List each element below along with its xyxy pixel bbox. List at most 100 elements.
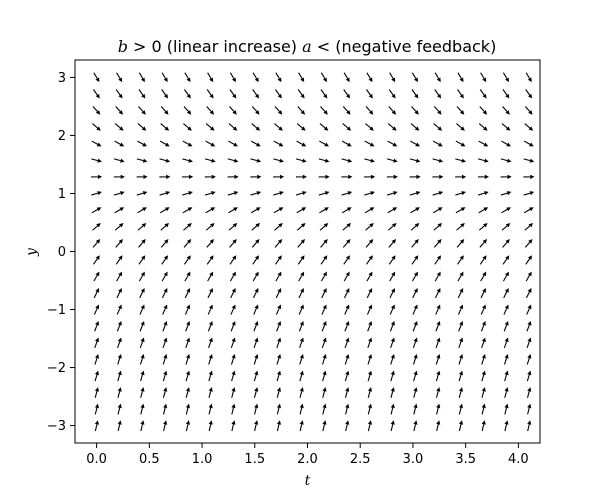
arrow-head	[301, 207, 307, 212]
field-arrow	[231, 420, 236, 432]
field-arrow	[116, 72, 123, 83]
arrow-head	[504, 354, 509, 359]
arrow-shaft	[116, 291, 121, 299]
arrow-head	[165, 191, 171, 196]
field-arrow	[342, 223, 352, 231]
y-tick-label: −1	[47, 303, 66, 318]
field-arrow	[501, 140, 511, 147]
field-arrow	[183, 223, 192, 231]
arrow-head	[94, 370, 99, 376]
field-arrow	[295, 174, 307, 179]
arrow-shaft	[276, 341, 280, 349]
arrow-shaft	[366, 89, 371, 96]
field-arrow	[527, 403, 532, 415]
arrow-head	[504, 420, 509, 425]
field-arrow	[117, 370, 122, 382]
arrow-head	[231, 288, 236, 293]
arrow-head	[390, 337, 395, 343]
arrow-shaft	[253, 374, 257, 382]
arrow-shaft	[320, 241, 326, 248]
field-arrow	[298, 72, 305, 83]
arrow-head	[528, 126, 534, 131]
arrow-head	[140, 387, 145, 392]
field-arrow	[413, 387, 418, 398]
arrow-head	[186, 288, 191, 293]
arrow-shaft	[457, 291, 462, 299]
arrow-shaft	[228, 208, 235, 214]
arrow-head	[95, 288, 100, 293]
arrow-head	[299, 387, 304, 392]
arrow-head	[437, 110, 442, 115]
arrow-shaft	[228, 225, 235, 231]
field-arrow	[367, 420, 372, 432]
arrow-shaft	[322, 424, 325, 432]
field-arrow	[163, 403, 168, 415]
arrow-head	[164, 110, 169, 115]
field-arrow	[182, 174, 194, 179]
arrow-head	[299, 370, 304, 376]
x-tick-label: 0.0	[86, 452, 107, 467]
arrow-shaft	[229, 106, 235, 112]
arrow-shaft	[367, 424, 371, 432]
arrow-shaft	[138, 258, 144, 265]
field-arrow	[207, 288, 213, 299]
arrow-head	[323, 126, 329, 131]
arrow-head	[347, 158, 353, 163]
arrow-head	[119, 142, 125, 147]
field-arrow	[276, 420, 281, 432]
arrow-head	[96, 126, 101, 131]
arrow-shaft	[251, 123, 258, 129]
field-arrow	[115, 255, 123, 265]
arrow-head	[186, 239, 192, 244]
field-arrow	[481, 337, 486, 349]
arrow-head	[233, 158, 239, 163]
field-arrow	[342, 123, 352, 131]
title-part: b	[118, 37, 128, 56]
arrow-shaft	[140, 374, 144, 382]
arrow-head	[254, 93, 260, 99]
arrow-head	[185, 403, 190, 409]
arrow-head	[483, 142, 489, 147]
arrow-shaft	[136, 192, 144, 196]
field-arrow	[182, 191, 193, 196]
field-arrow	[322, 403, 327, 415]
field-arrow	[228, 140, 238, 147]
arrow-head	[322, 387, 327, 392]
arrow-head	[504, 403, 509, 409]
arrow-head	[117, 320, 122, 326]
field-arrow	[205, 140, 216, 147]
arrow-head	[527, 403, 532, 409]
arrow-head	[300, 77, 305, 83]
arrow-head	[117, 403, 122, 409]
field-arrow	[184, 271, 191, 282]
field-arrow	[204, 191, 216, 196]
field-arrow	[319, 223, 329, 231]
arrow-head	[459, 239, 465, 244]
field-arrow	[114, 123, 124, 131]
arrow-shaft	[91, 140, 99, 145]
arrow-head	[390, 420, 395, 425]
arrow-head	[323, 255, 328, 260]
field-arrow	[319, 123, 329, 131]
arrow-head	[368, 370, 373, 376]
field-arrow	[276, 387, 282, 398]
arrow-head	[322, 370, 327, 376]
arrow-shaft	[412, 357, 417, 365]
arrow-head	[529, 142, 534, 147]
arrow-head	[391, 304, 395, 310]
arrow-head	[459, 354, 464, 359]
field-arrow	[503, 304, 509, 315]
field-arrow	[342, 106, 351, 115]
field-arrow	[139, 320, 145, 332]
arrow-shaft	[160, 225, 167, 231]
field-arrow	[322, 387, 327, 398]
arrow-shaft	[296, 208, 303, 214]
x-tick-label: 2.5	[350, 452, 371, 467]
arrow-head	[140, 304, 145, 310]
arrow-head	[140, 288, 145, 293]
arrow-shaft	[276, 374, 280, 382]
arrow-shaft	[341, 140, 349, 145]
arrow-head	[185, 387, 190, 392]
arrow-shaft	[525, 89, 531, 96]
field-arrow	[140, 420, 145, 432]
